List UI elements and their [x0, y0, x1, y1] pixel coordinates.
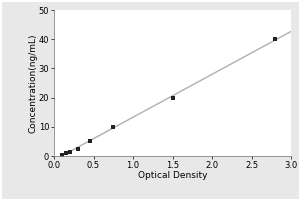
Y-axis label: Concentration(ng/mL): Concentration(ng/mL)	[28, 33, 37, 133]
Point	[87, 140, 92, 143]
Point	[64, 151, 68, 155]
Point	[273, 38, 278, 41]
Point	[170, 96, 175, 99]
Point	[111, 125, 116, 128]
Point	[68, 150, 72, 153]
Point	[59, 153, 64, 156]
Point	[75, 147, 80, 150]
X-axis label: Optical Density: Optical Density	[138, 171, 207, 180]
